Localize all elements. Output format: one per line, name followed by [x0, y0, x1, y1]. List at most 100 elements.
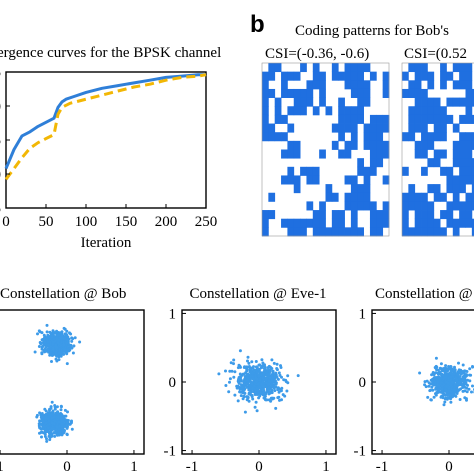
pattern-cell: [471, 114, 474, 124]
scatter-point: [252, 365, 255, 369]
pattern-cell: [369, 114, 377, 124]
scatter-point: [51, 342, 55, 346]
pattern-cell: [281, 149, 288, 159]
pattern-cell: [440, 149, 447, 159]
pattern-cell: [268, 132, 276, 142]
pattern-cell: [369, 218, 377, 228]
pattern-cell: [465, 114, 473, 124]
pattern-cell: [433, 114, 441, 124]
pattern-cell: [421, 88, 428, 98]
scatter-point: [48, 438, 52, 442]
pattern-cell: [471, 88, 474, 98]
pattern-cell: [293, 218, 301, 228]
y-tick-label: 0: [0, 99, 1, 115]
scatter-point: [432, 395, 436, 399]
scatter-point: [254, 373, 257, 377]
pattern-cell: [452, 97, 460, 107]
pattern-cell: [465, 88, 473, 98]
pattern-cell: [421, 192, 428, 202]
constellation-eve-1: Constellation @ Eve-1 -1 0 1 1 0 -1: [164, 286, 337, 474]
pattern-cell: [376, 210, 384, 220]
scatter-point: [72, 344, 76, 348]
scatter-point: [433, 366, 437, 369]
pattern-cell: [274, 132, 282, 142]
pattern-cell: [376, 149, 384, 159]
pattern-cell: [281, 175, 288, 185]
x-tick-label: 250: [195, 214, 218, 230]
scatter-point: [60, 425, 64, 429]
pattern-cell: [421, 166, 428, 176]
pattern-cell: [262, 97, 269, 107]
scatter-point: [66, 425, 69, 429]
scatter-point: [51, 348, 55, 352]
scatter-point: [446, 381, 450, 385]
scatter-point: [241, 372, 245, 376]
pattern-cell: [262, 80, 269, 90]
scatter-point: [235, 384, 239, 388]
pattern-cell: [287, 175, 295, 185]
scatter-point: [272, 361, 276, 365]
scatter-point: [70, 346, 74, 350]
scatter-point: [251, 390, 255, 394]
scatter-point: [63, 408, 67, 412]
pattern-cell: [274, 106, 282, 116]
scatter-point: [53, 431, 57, 435]
scatter-point: [44, 415, 48, 418]
pattern-cell: [369, 210, 377, 220]
pattern-cell: [369, 140, 377, 150]
scatter-point: [50, 421, 54, 425]
scatter-point: [247, 361, 251, 365]
scatter-point: [243, 379, 246, 383]
constellation-third-title: Constellation @: [375, 286, 473, 302]
pattern-cell: [408, 123, 416, 133]
pattern-cell: [350, 88, 358, 98]
pattern-cell: [338, 71, 345, 81]
scatter-point: [49, 345, 53, 348]
pattern-cell: [376, 158, 384, 168]
scatter-point: [50, 335, 54, 339]
pattern-cell: [452, 175, 460, 185]
pattern-cell: [369, 149, 377, 159]
pattern-cell: [300, 88, 307, 98]
scatter-point: [464, 397, 468, 401]
scatter-point: [262, 391, 266, 395]
scatter-point: [233, 393, 237, 397]
scatter-point: [271, 371, 275, 375]
pattern-cell: [427, 132, 435, 142]
scatter-point: [65, 329, 69, 333]
coding-patterns-panel: b Coding patterns for Bob's CSI=(-0.36, …: [250, 11, 474, 237]
scatter-point: [239, 376, 243, 380]
scatter-point: [54, 352, 58, 356]
pattern-cell: [293, 175, 301, 185]
scatter-point: [56, 416, 60, 420]
scatter-point: [54, 330, 58, 334]
scatter-point: [436, 388, 440, 392]
scatter-point: [450, 380, 454, 384]
scatter-point: [236, 366, 240, 370]
pattern-cell: [382, 140, 390, 150]
scatter-point: [254, 380, 258, 384]
pattern-cell: [281, 71, 288, 81]
scatter-point: [451, 395, 454, 399]
pattern-cell: [440, 192, 447, 202]
scatter-point: [57, 420, 61, 424]
scatter-point: [275, 367, 279, 370]
pattern-cell: [433, 192, 441, 202]
pattern-cell: [293, 71, 301, 81]
pattern-cell: [344, 175, 352, 185]
scatter-point: [438, 390, 442, 394]
pattern-cell: [287, 140, 295, 150]
pattern-cell: [421, 201, 428, 211]
scatter-point: [58, 432, 62, 435]
pattern-cell: [300, 166, 307, 176]
scatter-point: [64, 332, 67, 336]
scatter-point: [435, 384, 439, 388]
scatter-point: [232, 375, 236, 379]
pattern-cell: [402, 218, 409, 228]
pattern-cell: [414, 149, 422, 159]
scatter-point: [238, 387, 242, 391]
scatter-point: [238, 349, 242, 353]
pattern-cell: [459, 184, 466, 194]
x-tick-label: 0: [255, 459, 263, 474]
scatter-point: [275, 375, 279, 379]
